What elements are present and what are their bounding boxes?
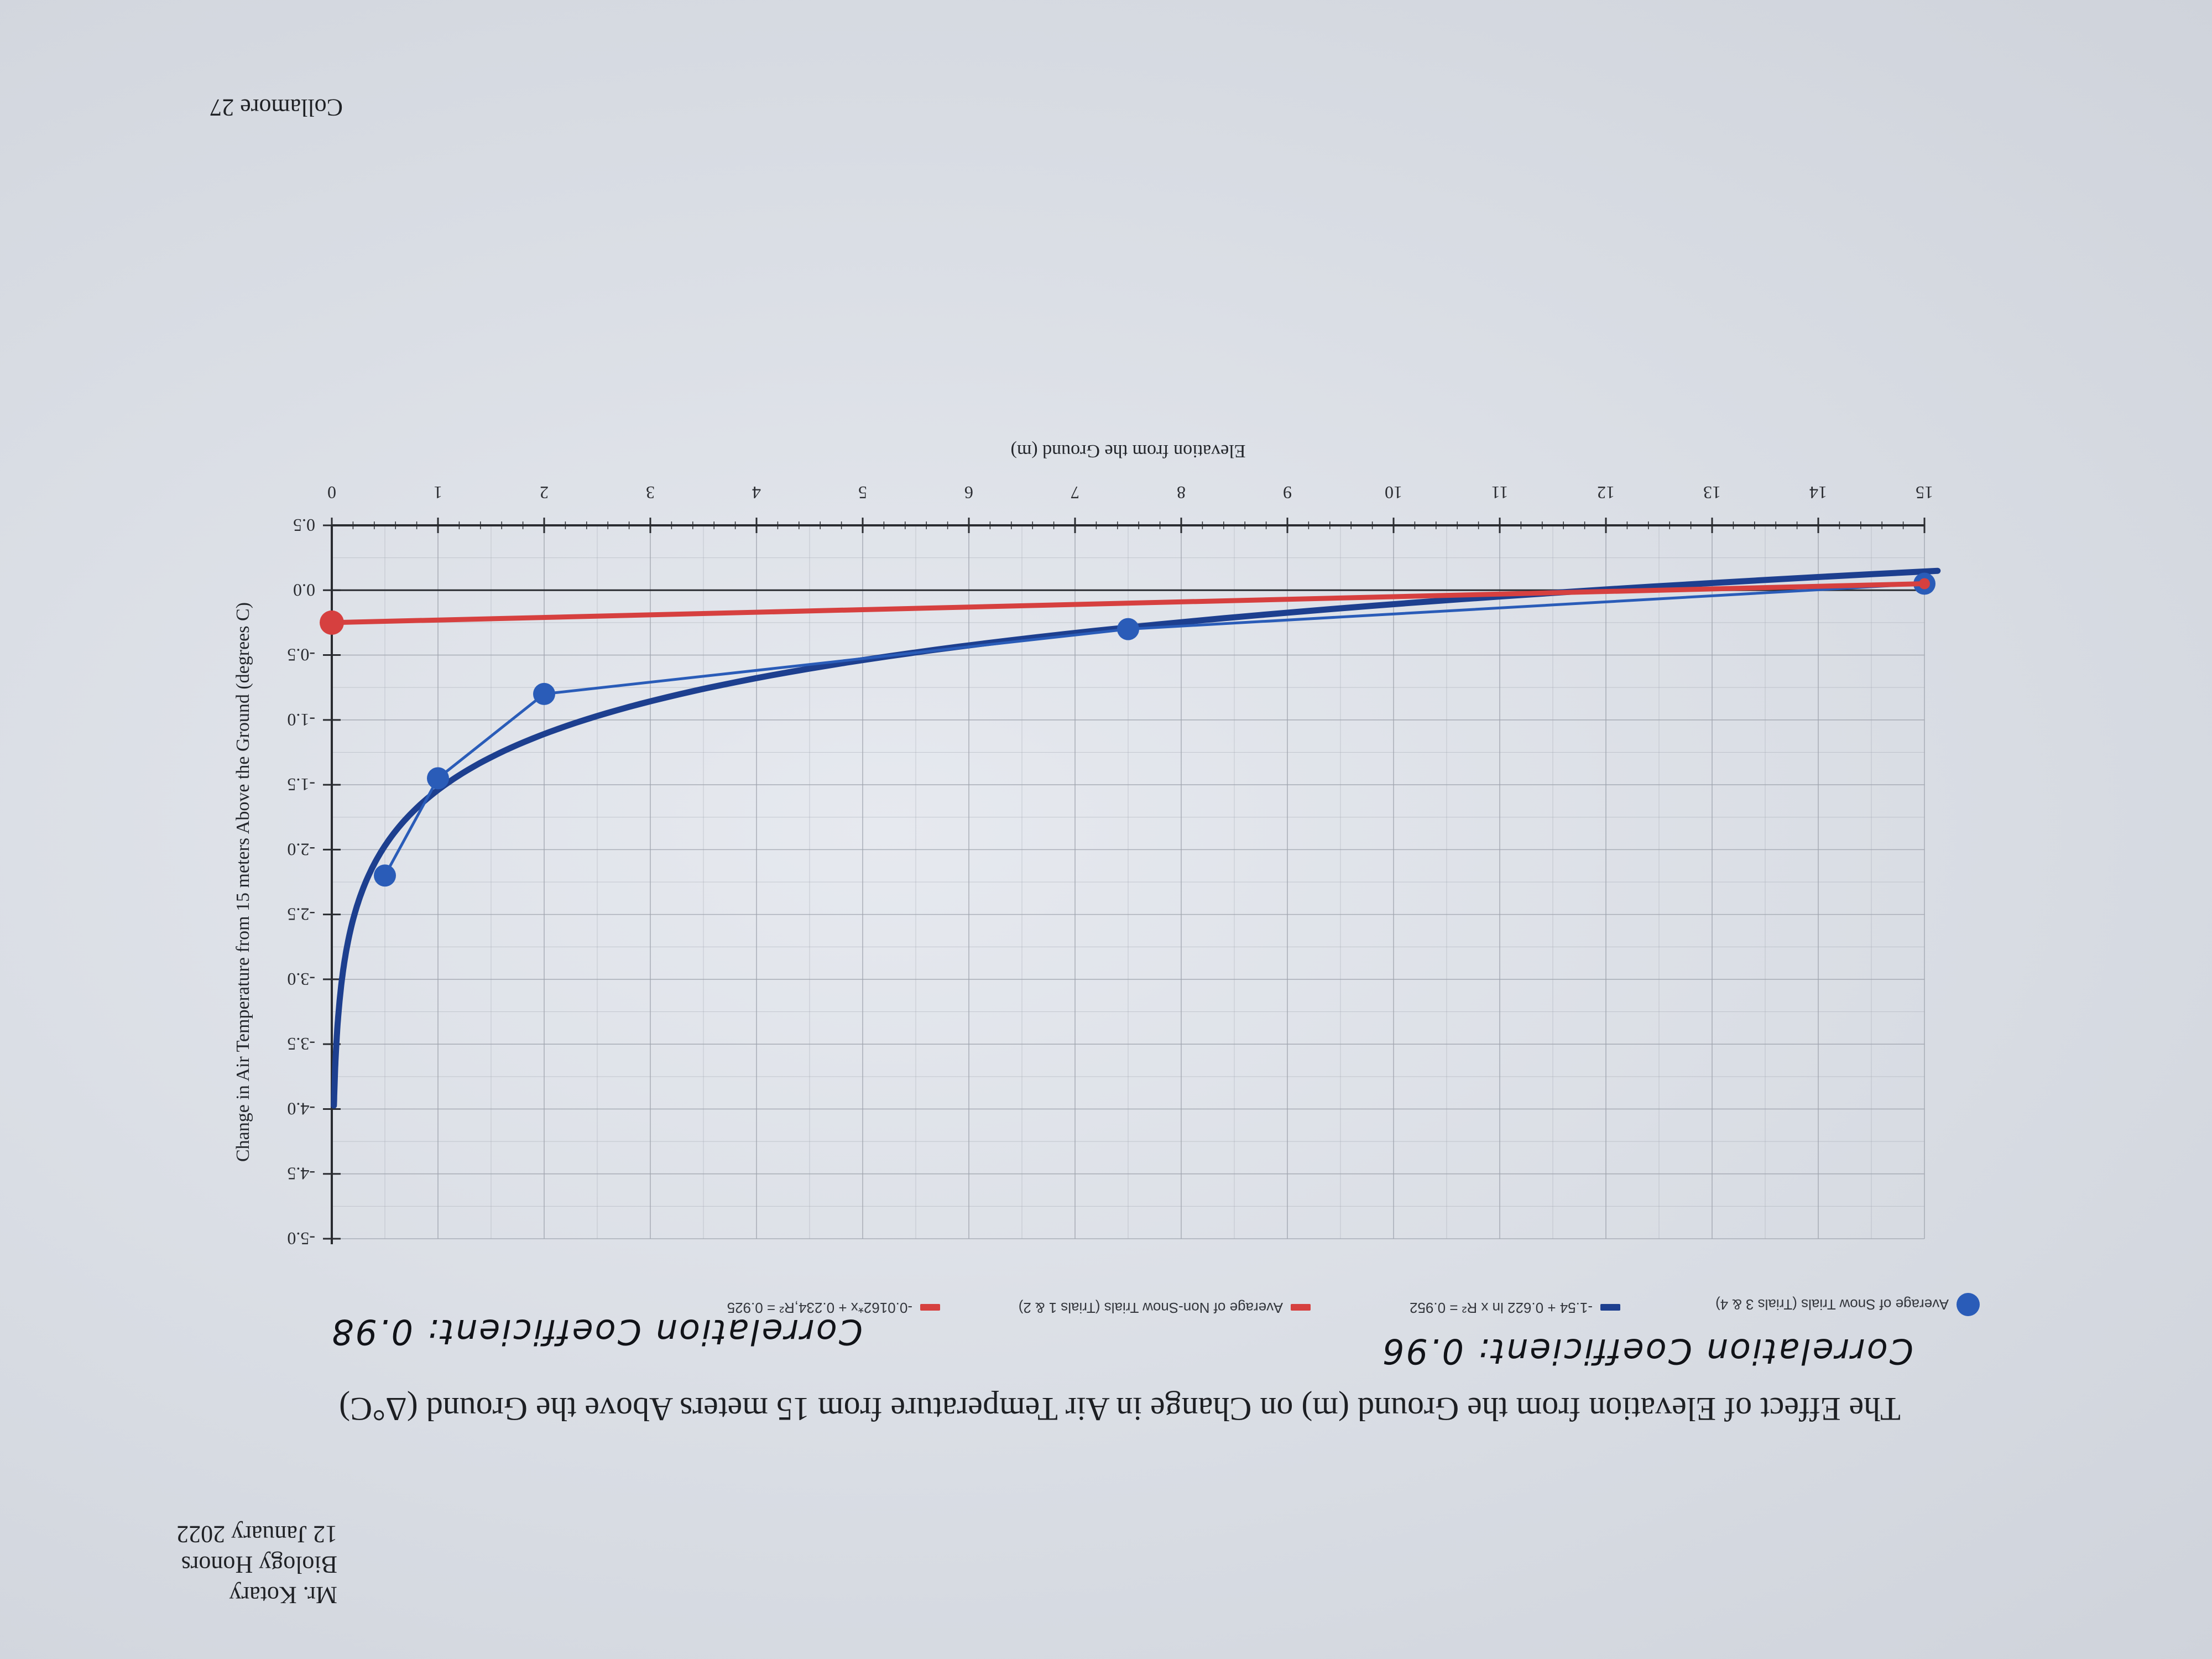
elevation-tick-label: 1 — [434, 483, 442, 503]
elevation-tick-label: 8 — [1177, 483, 1186, 503]
temperature-tick-label: -4.0 — [287, 1099, 315, 1119]
temperature-axis-title: Change in Air Temperature from 15 meters… — [233, 602, 253, 1162]
snow-data-point — [533, 682, 555, 705]
elevation-tick-label: 13 — [1703, 483, 1721, 503]
elevation-tick-label: 11 — [1491, 483, 1509, 503]
elevation-tick-label: 10 — [1385, 483, 1402, 503]
temperature-tick-label: 0.0 — [293, 580, 315, 600]
temperature-tick-label: -4.5 — [287, 1164, 315, 1184]
elevation-tick-label: 0 — [327, 483, 336, 503]
elevation-tick-label: 2 — [540, 483, 549, 503]
temperature-tick-label: -2.0 — [287, 839, 315, 859]
temperature-tick-label: -5.0 — [287, 1229, 315, 1249]
elevation-tick-label: 12 — [1597, 483, 1615, 503]
temperature-tick-label: -3.5 — [287, 1034, 315, 1054]
elevation-tick-label: 5 — [858, 483, 867, 503]
elevation-tick-label: 9 — [1283, 483, 1292, 503]
snow-data-point — [374, 864, 396, 887]
nonsnow-data-point — [1919, 578, 1930, 589]
snow-series-line — [383, 582, 1925, 877]
elevation-tick-label: 4 — [752, 483, 761, 503]
elevation-tick-label: 7 — [1071, 483, 1079, 503]
temperature-tick-label: 0.5 — [293, 515, 315, 535]
nonsnow-data-point — [320, 610, 344, 635]
elevation-tick-label: 3 — [646, 483, 655, 503]
elevation-axis-title: Elevation from the Ground (m) — [1011, 441, 1246, 461]
elevation-tick-label: 15 — [1916, 483, 1933, 503]
snow-data-point — [1117, 618, 1139, 640]
snow-trendline — [331, 567, 1941, 1109]
elevation-tick-label: 6 — [964, 483, 973, 503]
nonsnow-series-line — [331, 581, 1925, 625]
temperature-tick-label: -0.5 — [287, 645, 315, 665]
temperature-tick-label: -1.0 — [287, 710, 315, 730]
temperature-tick-label: -2.5 — [287, 905, 315, 925]
temperature-tick-label: -1.5 — [287, 775, 315, 795]
temperature-tick-label: -3.0 — [287, 969, 315, 989]
snow-data-point — [427, 767, 449, 790]
elevation-tick-label: 14 — [1809, 483, 1827, 503]
